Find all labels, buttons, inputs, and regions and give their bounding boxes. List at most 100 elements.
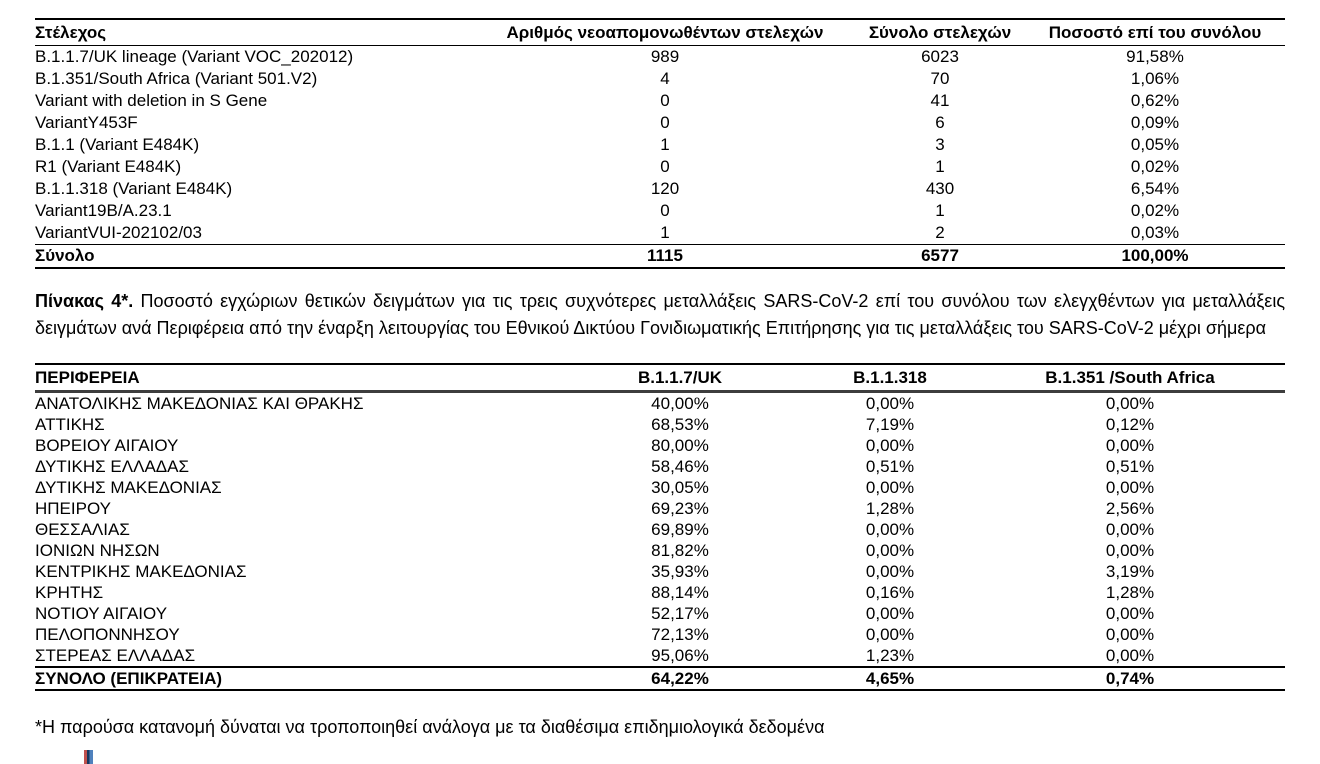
table-row: ΑΝΑΤΟΛΙΚΗΣ ΜΑΚΕΔΟΝΙΑΣ ΚΑΙ ΘΡΑΚΗΣ 40,00% 0,…: [35, 392, 1285, 415]
table-cell: 69,23%: [651, 498, 709, 518]
table-cell: 1,23%: [865, 645, 915, 665]
table-cell: 0,02%: [1130, 157, 1180, 176]
table-cell: 0,00%: [865, 603, 915, 623]
table-cell: Variant19B/A.23.1: [35, 201, 172, 220]
table-cell: 3: [935, 135, 945, 154]
table-cell: ΑΝΑΤΟΛΙΚΗΣ ΜΑΚΕΔΟΝΙΑΣ ΚΑΙ ΘΡΑΚΗΣ: [35, 393, 364, 413]
column-header-b1351: B.1.351 /South Africa: [975, 364, 1285, 393]
column-header-b117: B.1.1.7/UK: [555, 364, 805, 393]
table-cell: 6: [935, 113, 945, 132]
table-cell: 0,00%: [865, 435, 915, 455]
table-cell: 0,02%: [1130, 201, 1180, 220]
table-cell: ΒΟΡΕΙΟΥ ΑΙΓΑΙΟΥ: [35, 435, 179, 455]
table-cell: 1,28%: [865, 498, 915, 518]
caption-text: Ποσοστό εγχώριων θετικών δειγμάτων για τ…: [35, 291, 1285, 338]
table-cell: 0: [660, 157, 670, 176]
table-cell: 0,09%: [1130, 113, 1180, 132]
table-cell: 0,00%: [1105, 477, 1155, 497]
table-cell: 120: [650, 179, 680, 198]
table-cell: 1,06%: [1130, 69, 1180, 88]
table-cell: ΘΕΣΣΑΛΙΑΣ: [35, 519, 130, 539]
table-cell: 0,74%: [975, 666, 1285, 690]
table-cell: 1: [935, 201, 945, 220]
table-row: Σύνολο 1115 6577 100,00%: [35, 244, 1285, 268]
table-cell: 30,05%: [651, 477, 709, 497]
table-cell: 6,54%: [1130, 179, 1180, 198]
table-row: ΑΤΤΙΚΗΣ 68,53% 7,19% 0,12%: [35, 414, 1285, 435]
table-cell: ΣΤΕΡΕΑΣ ΕΛΛΑΔΑΣ: [35, 645, 196, 665]
regions-table-header-row: ΠΕΡΙΦΕΡΕΙΑ B.1.1.7/UK B.1.1.318 B.1.351 …: [35, 364, 1285, 393]
table-row: ΔΥΤΙΚΗΣ ΕΛΛΑΔΑΣ 58,46% 0,51% 0,51%: [35, 456, 1285, 477]
table-cell: 88,14%: [651, 582, 709, 602]
variants-table-header-row: Στέλεχος Αριθμός νεοαπομονωθέντων στελεχ…: [35, 19, 1285, 46]
table-cell: 2: [935, 223, 945, 242]
table-cell: 2,56%: [1105, 498, 1155, 518]
table-row: Variant with deletion in S Gene 0 41 0,62%: [35, 90, 1285, 112]
table-cell: 0: [660, 201, 670, 220]
table-cell: R1 (Variant E484K): [35, 157, 182, 176]
table-cell: 68,53%: [651, 414, 709, 434]
table-cell: 100,00%: [1025, 244, 1285, 268]
table-cell: B.1.351/South Africa (Variant 501.V2): [35, 69, 318, 88]
table-cell: B.1.1.7/UK lineage (Variant VOC_202012): [35, 47, 354, 66]
table-cell: 0: [660, 113, 670, 132]
table-cell: 0,51%: [1105, 456, 1155, 476]
table-cell: 41: [930, 91, 950, 110]
table-row: ΔΥΤΙΚΗΣ ΜΑΚΕΔΟΝΙΑΣ 30,05% 0,00% 0,00%: [35, 477, 1285, 498]
table-cell: 80,00%: [651, 435, 709, 455]
table-cell: 3,19%: [1105, 561, 1155, 581]
table-cell: 1115: [475, 244, 855, 268]
table-cell: 1: [660, 135, 670, 154]
table-cell: 0,00%: [1105, 519, 1155, 539]
table-cell: 1,28%: [1105, 582, 1155, 602]
table-cell: 0,00%: [865, 477, 915, 497]
table-cell: ΔΥΤΙΚΗΣ ΕΛΛΑΔΑΣ: [35, 456, 189, 476]
column-header-b11318: B.1.1.318: [805, 364, 975, 393]
table-cell: 0,00%: [1105, 435, 1155, 455]
table-row: ΠΕΛΟΠΟΝΝΗΣΟΥ 72,13% 0,00% 0,00%: [35, 624, 1285, 645]
table-cell: 1: [660, 223, 670, 242]
column-header-strain: Στέλεχος: [35, 19, 475, 46]
table-caption: Πίνακας 4*. Ποσοστό εγχώριων θετικών δει…: [35, 288, 1285, 342]
table-cell: 6023: [921, 47, 959, 66]
table-cell: VariantVUI-202102/03: [35, 223, 202, 242]
column-header-total-strains: Σύνολο στελεχών: [855, 19, 1025, 46]
table-cell: 40,00%: [651, 393, 709, 413]
table-cell: 0,00%: [1105, 645, 1155, 665]
table-cell: 70: [930, 69, 950, 88]
table-cell: 0,00%: [1105, 603, 1155, 623]
table-cell: 35,93%: [651, 561, 709, 581]
table-cell: 64,22%: [555, 666, 805, 690]
regions-table: ΠΕΡΙΦΕΡΕΙΑ B.1.1.7/UK B.1.1.318 B.1.351 …: [35, 363, 1285, 691]
table-cell: ΚΕΝΤΡΙΚΗΣ ΜΑΚΕΔΟΝΙΑΣ: [35, 561, 247, 581]
table-cell: 0,00%: [1105, 393, 1155, 413]
table-row: ΗΠΕΙΡΟΥ 69,23% 1,28% 2,56%: [35, 498, 1285, 519]
table-cell: ΗΠΕΙΡΟΥ: [35, 498, 111, 518]
table-cell: 58,46%: [651, 456, 709, 476]
table-cell: ΚΡΗΤΗΣ: [35, 582, 104, 602]
table-cell: B.1.1.318 (Variant E484K): [35, 179, 233, 198]
table-cell: ΔΥΤΙΚΗΣ ΜΑΚΕΔΟΝΙΑΣ: [35, 477, 222, 497]
variants-table: Στέλεχος Αριθμός νεοαπομονωθέντων στελεχ…: [35, 18, 1285, 269]
table-row: B.1.1.318 (Variant E484K) 120 430 6,54%: [35, 178, 1285, 200]
table-cell: 0,00%: [865, 624, 915, 644]
table-row: ΘΕΣΣΑΛΙΑΣ 69,89% 0,00% 0,00%: [35, 519, 1285, 540]
table-cell: 4,65%: [805, 666, 975, 690]
table-cell: Variant with deletion in S Gene: [35, 91, 268, 110]
cut-off-logo-fragment: [84, 750, 93, 764]
table-row: Variant19B/A.23.1 0 1 0,02%: [35, 200, 1285, 222]
table-row: ΒΟΡΕΙΟΥ ΑΙΓΑΙΟΥ 80,00% 0,00% 0,00%: [35, 435, 1285, 456]
table-row: R1 (Variant E484K) 0 1 0,02%: [35, 156, 1285, 178]
table-cell: 0,00%: [865, 519, 915, 539]
table-cell: Σύνολο: [35, 244, 475, 268]
table-cell: 0,62%: [1130, 91, 1180, 110]
table-cell: ΙΟΝΙΩΝ ΝΗΣΩΝ: [35, 540, 160, 560]
table-cell: 95,06%: [651, 645, 709, 665]
table-cell: ΝΟΤΙΟΥ ΑΙΓΑΙΟΥ: [35, 603, 168, 623]
table-cell: 1: [935, 157, 945, 176]
table-cell: 72,13%: [651, 624, 709, 644]
table-cell: 0,51%: [865, 456, 915, 476]
table-cell: B.1.1 (Variant E484K): [35, 135, 200, 154]
column-header-region: ΠΕΡΙΦΕΡΕΙΑ: [35, 364, 555, 393]
